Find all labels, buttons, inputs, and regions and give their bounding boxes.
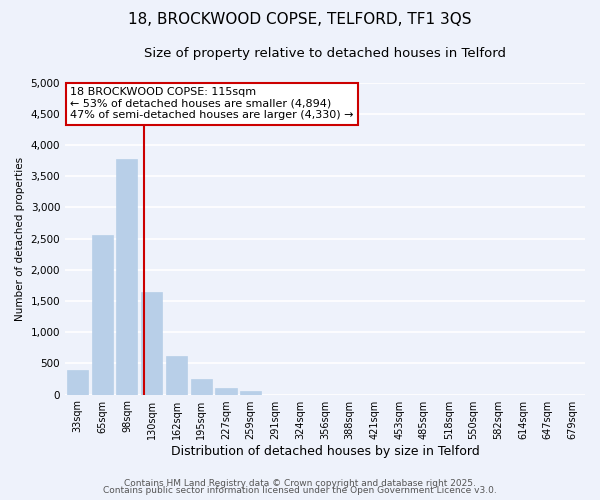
Y-axis label: Number of detached properties: Number of detached properties xyxy=(15,156,25,320)
X-axis label: Distribution of detached houses by size in Telford: Distribution of detached houses by size … xyxy=(170,444,479,458)
Bar xyxy=(116,158,137,394)
Bar xyxy=(240,392,261,394)
Bar xyxy=(191,379,212,394)
Bar xyxy=(166,356,187,395)
Title: Size of property relative to detached houses in Telford: Size of property relative to detached ho… xyxy=(144,48,506,60)
Text: Contains HM Land Registry data © Crown copyright and database right 2025.: Contains HM Land Registry data © Crown c… xyxy=(124,478,476,488)
Bar xyxy=(67,370,88,394)
Bar xyxy=(215,388,236,394)
Text: 18 BROCKWOOD COPSE: 115sqm
← 53% of detached houses are smaller (4,894)
47% of s: 18 BROCKWOOD COPSE: 115sqm ← 53% of deta… xyxy=(70,87,354,120)
Bar xyxy=(141,292,162,395)
Text: Contains public sector information licensed under the Open Government Licence v3: Contains public sector information licen… xyxy=(103,486,497,495)
Text: 18, BROCKWOOD COPSE, TELFORD, TF1 3QS: 18, BROCKWOOD COPSE, TELFORD, TF1 3QS xyxy=(128,12,472,28)
Bar xyxy=(92,236,113,394)
